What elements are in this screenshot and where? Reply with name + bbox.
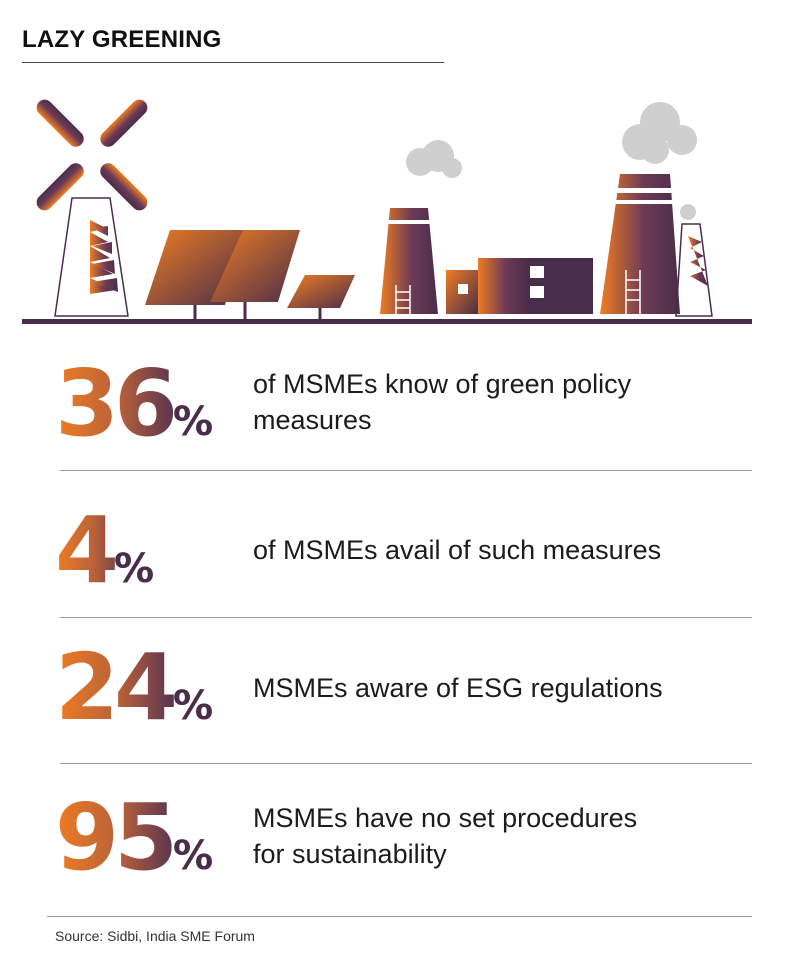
stat-row: 95% MSMEs have no set procedures for sust…	[55, 792, 755, 902]
cooling-tower-icon	[380, 208, 438, 314]
stat-value: 24%	[55, 642, 213, 752]
industry-illustration	[22, 99, 752, 324]
stat-description: of MSMEs avail of such measures	[253, 535, 662, 565]
cooling-tower-large-icon	[600, 174, 713, 317]
source-note: Source: Sidbi, India SME Forum	[55, 928, 255, 944]
ground-line	[22, 319, 752, 324]
stat-value: 36%	[55, 358, 213, 468]
windmill-icon	[36, 99, 148, 317]
stat-row: 24% MSMEs aware of ESG regulations	[55, 642, 755, 752]
section-divider	[47, 916, 752, 917]
section-divider	[60, 617, 752, 618]
stat-row: 4% of MSMEs avail of such measures	[55, 505, 755, 615]
stat-description: MSMEs aware of ESG regulations	[253, 673, 663, 703]
stat-row: 36% of MSMEs know of green policy measure…	[55, 358, 755, 468]
title-divider	[22, 62, 444, 63]
section-divider	[60, 763, 752, 764]
section-divider	[60, 470, 752, 471]
stat-value: 4%	[55, 505, 154, 615]
stat-description: MSMEs have no set procedures for sustaina…	[253, 803, 638, 869]
factory-building-icon	[446, 258, 593, 314]
smoke-cloud-icon	[406, 102, 697, 220]
solar-panel-icon	[145, 230, 355, 319]
stat-description: of MSMEs know of green policy measures	[253, 369, 632, 435]
stat-value: 95%	[55, 792, 213, 902]
page-title: LAZY GREENING	[22, 26, 222, 53]
